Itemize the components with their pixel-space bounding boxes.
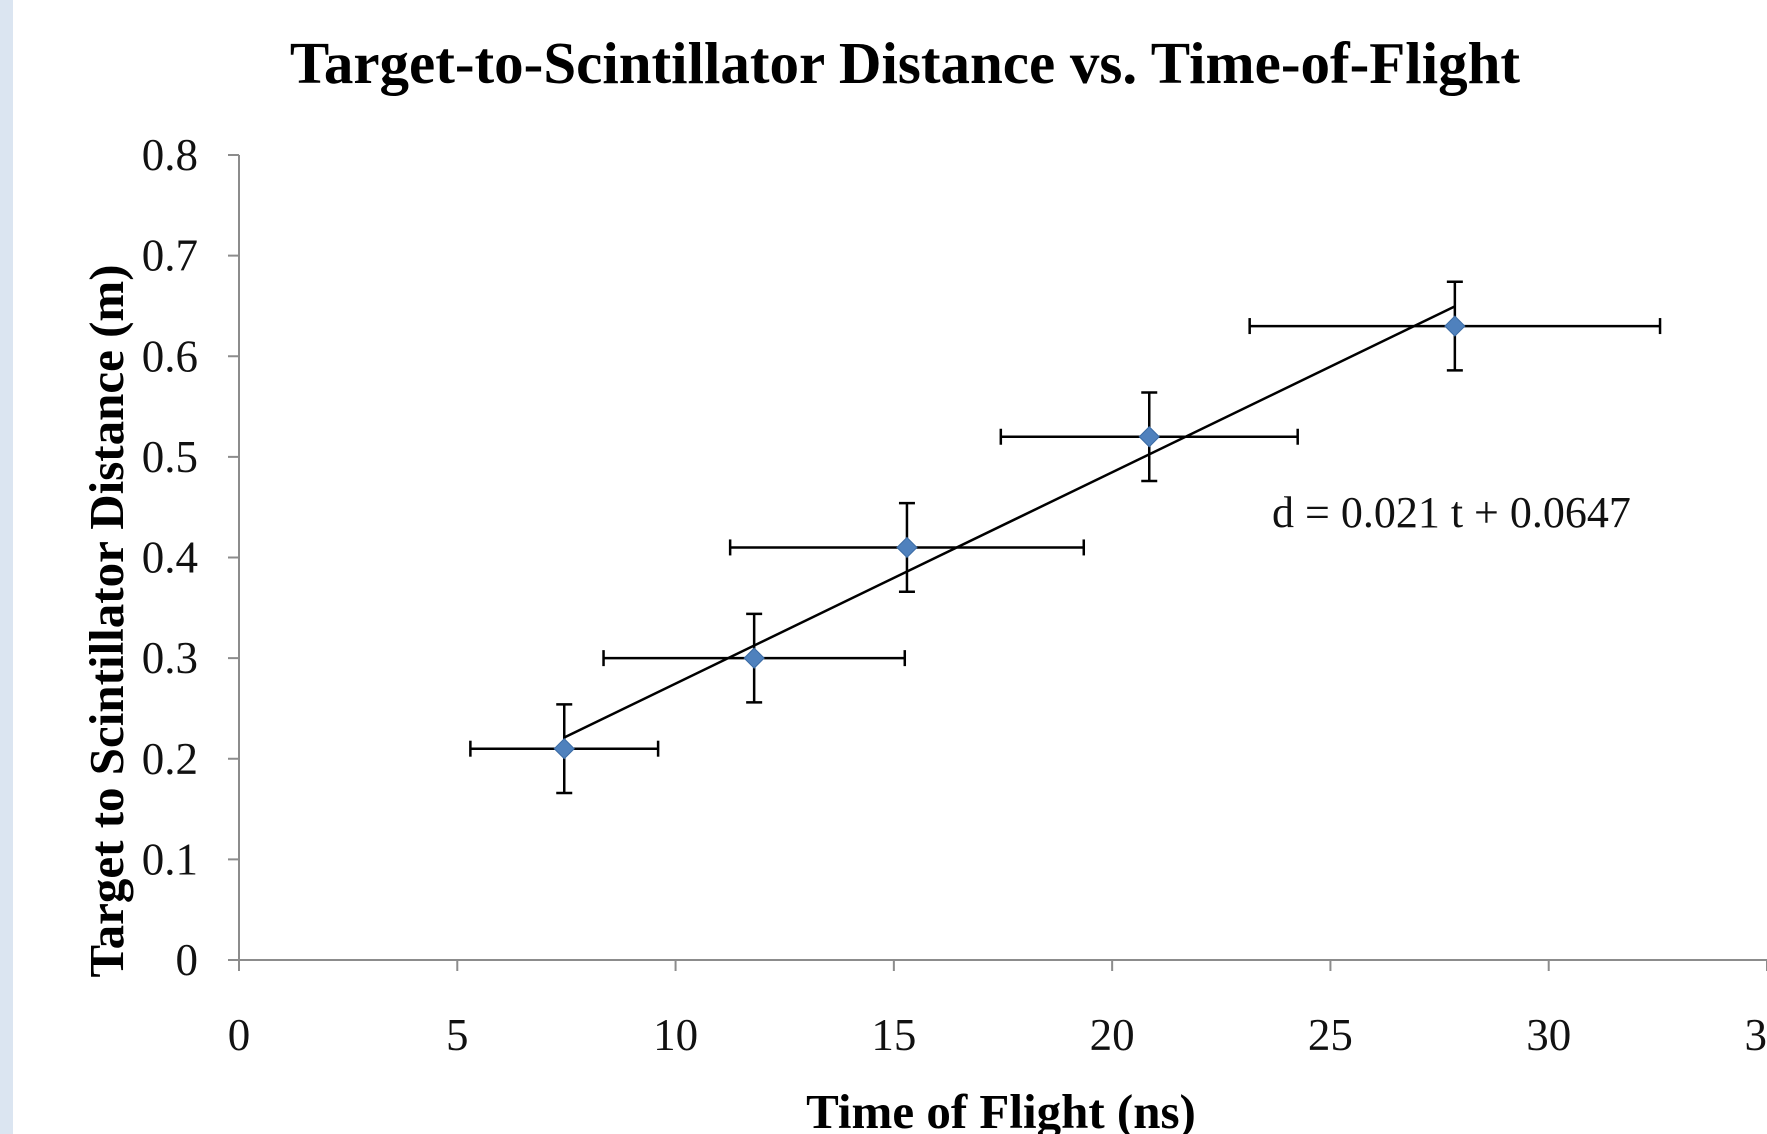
chart-title: Target-to-Scintillator Distance vs. Time… [290,30,1520,96]
data-point-marker [1444,315,1466,337]
data-points [553,315,1466,760]
left-edge-strip [0,0,13,1134]
y-tick-label: 0.1 [142,834,198,884]
data-point-marker [1138,426,1160,448]
error-bars [469,280,1662,795]
x-tick-label: 5 [446,1010,469,1060]
x-axis-label: Time of Flight (ns) [806,1084,1196,1134]
x-tick-label: 35 [1745,1010,1767,1060]
x-tick-label: 10 [653,1010,698,1060]
x-tick-label: 0 [228,1010,251,1060]
trendline-group [563,305,1456,739]
y-axis-label: Target to Scintillator Distance (m) [79,264,134,977]
x-tick-label: 20 [1090,1010,1135,1060]
x-tick-label: 15 [871,1010,916,1060]
data-point-marker [743,647,765,669]
data-point-marker [896,536,918,559]
y-tick-label: 0.4 [142,533,198,583]
x-tick-label: 25 [1308,1010,1353,1060]
x-tick-label: 30 [1526,1010,1571,1060]
y-tick-label: 0.8 [142,130,198,180]
trendline [563,305,1456,739]
y-tick-label: 0.3 [142,633,198,683]
trendline-equation: d = 0.021 t + 0.0647 [1272,488,1631,537]
y-tick-label: 0.7 [142,231,198,281]
y-tick-label: 0.2 [142,734,198,784]
tick-labels: 0 0.1 0.2 0.3 0.4 0.5 0.6 0.7 0.8 0 5 10 15 20 25 30 35 [142,130,1767,1060]
axes [228,154,1767,971]
y-tick-label: 0 [176,935,199,985]
y-tick-label: 0.5 [142,432,198,482]
data-point-marker [553,737,575,760]
y-tick-label: 0.6 [142,331,198,381]
